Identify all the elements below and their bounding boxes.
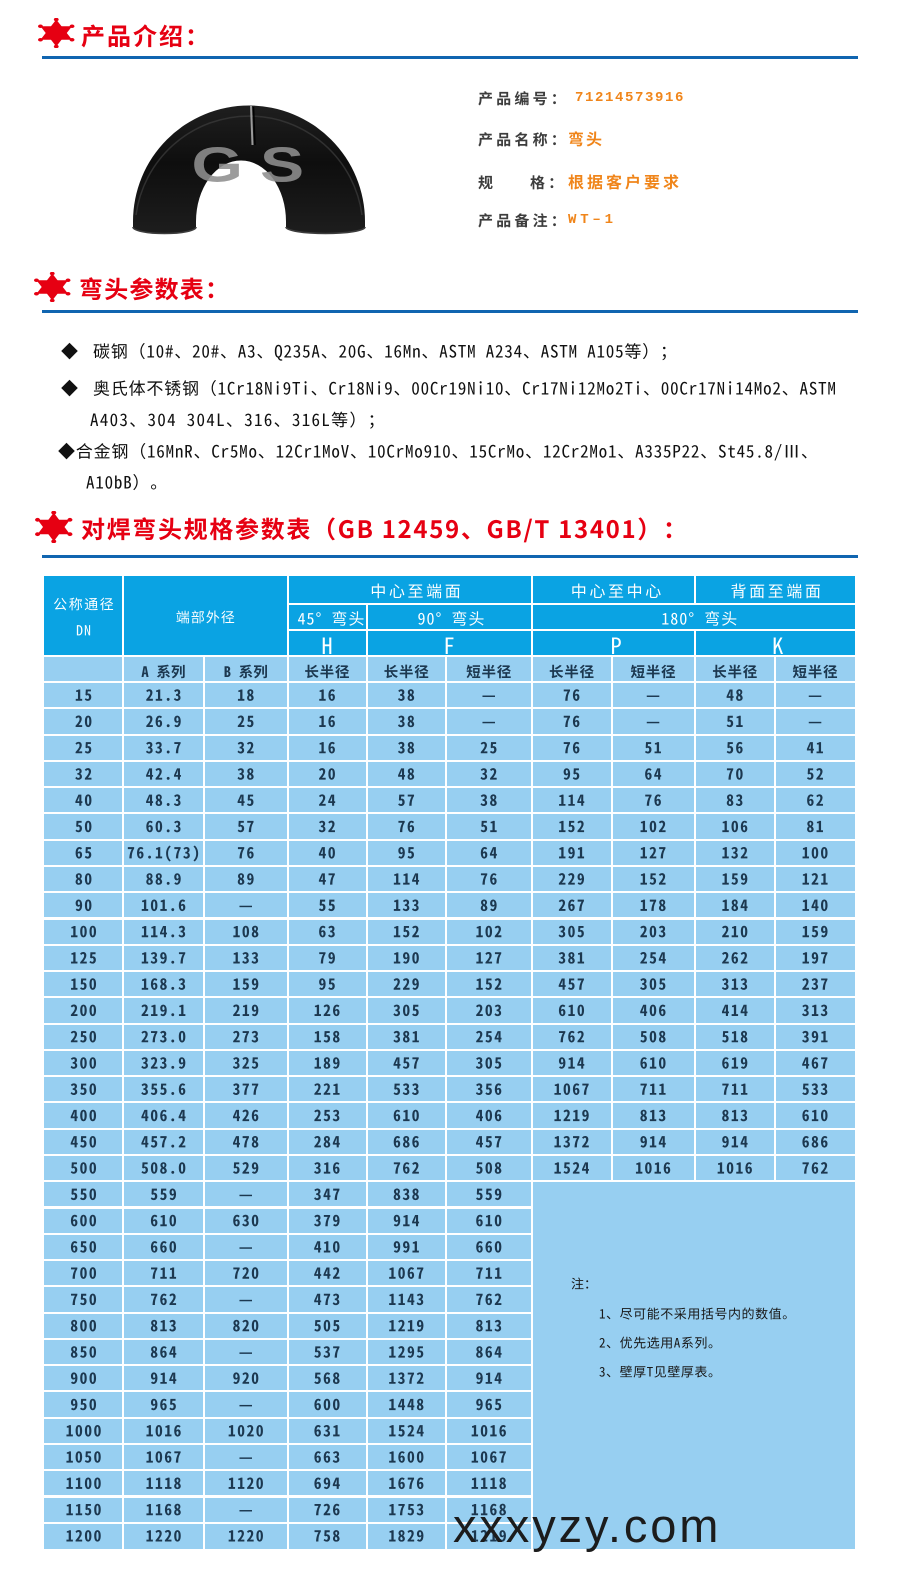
svg-text:G: G	[191, 138, 242, 193]
svg-text:S: S	[260, 138, 304, 193]
